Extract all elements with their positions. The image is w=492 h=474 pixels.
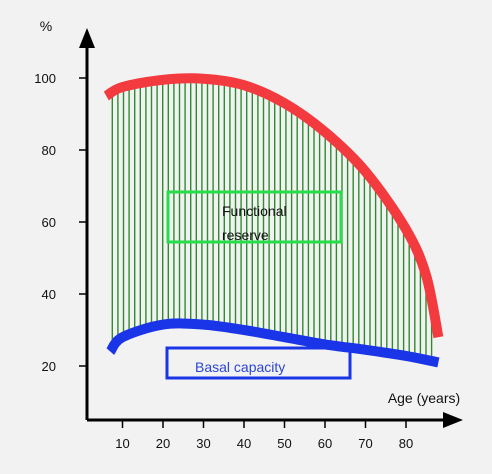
basal-capacity-box: [165, 346, 352, 380]
x-tick-label: 50: [277, 436, 291, 451]
functional-reserve-label-line-1: Functional: [222, 203, 287, 219]
x-tick-label: 70: [358, 436, 372, 451]
x-tick-label: 10: [115, 436, 129, 451]
functional-reserve-label: Functional reserve: [222, 203, 290, 243]
y-tick-label: 40: [42, 287, 56, 302]
y-tick-label: 80: [42, 143, 56, 158]
x-tick-label: 40: [237, 436, 251, 451]
x-ticks: 10 20 30 40 50 60 70 80: [115, 420, 413, 451]
x-tick-label: 30: [196, 436, 210, 451]
basal-capacity-label: Basal capacity: [195, 359, 285, 375]
y-axis-arrow-icon: [79, 28, 95, 48]
x-axis-arrow-icon: [443, 412, 463, 428]
y-axis-label: %: [40, 18, 52, 34]
x-tick-label: 60: [318, 436, 332, 451]
functional-reserve-box: [166, 190, 343, 244]
y-tick-label: 60: [42, 215, 56, 230]
functional-reserve-hatch: [111, 82, 433, 357]
y-ticks: 20 40 60 80 100: [34, 71, 87, 374]
functional-reserve-label-line-2: reserve: [222, 227, 269, 243]
x-axis-label: Age (years): [388, 390, 460, 406]
basal-capacity-curve: [106, 318, 440, 368]
x-tick-label: 20: [156, 436, 170, 451]
y-tick-label: 20: [42, 359, 56, 374]
x-tick-label: 80: [399, 436, 413, 451]
functional-reserve-curve: [103, 73, 444, 339]
y-tick-label: 100: [34, 71, 56, 86]
